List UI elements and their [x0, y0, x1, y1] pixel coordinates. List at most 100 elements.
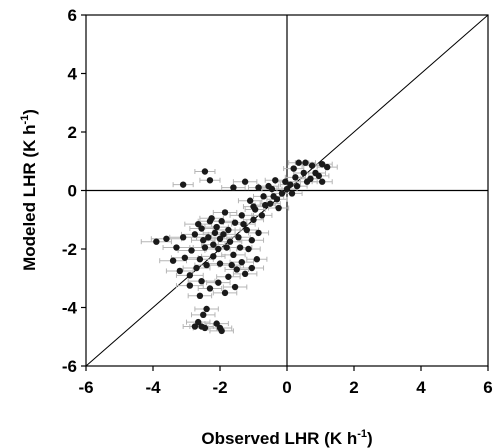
data-point: [231, 219, 239, 226]
data-point: [201, 168, 209, 175]
data-point: [191, 323, 199, 330]
data-point: [283, 185, 291, 193]
data-point: [293, 182, 301, 190]
data-point: [307, 175, 314, 182]
y-tick-label: -6: [62, 357, 77, 376]
data-point: [193, 264, 200, 272]
data-point: [278, 190, 286, 197]
data-point: [236, 244, 244, 251]
data-point: [241, 270, 249, 278]
data-point: [226, 238, 234, 245]
data-point: [221, 289, 229, 297]
data-point: [235, 234, 242, 241]
data-point: [270, 193, 277, 200]
data-point: [216, 235, 224, 242]
x-axis-title-close: ): [367, 429, 373, 448]
x-axis-ticks: -6 -4 -2 0 2 4 6: [78, 366, 493, 397]
data-point: [230, 251, 237, 259]
x-axis-title-superscript: -1: [357, 428, 367, 440]
data-point: [203, 305, 210, 313]
data-point: [258, 212, 266, 219]
data-point: [201, 324, 209, 332]
data-point: [173, 244, 180, 251]
data-point: [215, 279, 222, 286]
y-axis-title-text: Modeled LHR (K h: [20, 125, 39, 271]
data-point: [179, 234, 187, 241]
data-point: [255, 229, 262, 237]
data-point: [195, 318, 202, 326]
data-point: [200, 237, 207, 244]
data-point: [241, 178, 249, 185]
data-point: [216, 260, 224, 267]
data-point: [208, 215, 215, 222]
data-point: [210, 241, 217, 248]
data-point: [186, 272, 194, 279]
y-tick-label: 4: [68, 65, 78, 84]
data-point: [153, 238, 160, 245]
data-point: [260, 193, 267, 200]
x-axis-title-text: Observed LHR (K h: [201, 429, 357, 448]
data-point: [201, 244, 209, 251]
x-tick-label: -6: [78, 378, 93, 397]
data-point: [206, 177, 214, 184]
y-tick-label: 6: [68, 6, 77, 25]
data-point: [318, 160, 326, 168]
data-point: [245, 245, 252, 253]
data-point: [240, 220, 247, 228]
data-point: [169, 257, 177, 264]
data-point: [179, 181, 187, 188]
data-points: [153, 159, 331, 335]
data-point: [203, 261, 210, 269]
data-point: [211, 229, 219, 237]
data-point: [231, 283, 239, 291]
data-point: [288, 190, 296, 197]
data-point: [223, 244, 230, 251]
data-point: [198, 225, 205, 232]
data-point: [267, 200, 274, 207]
x-tick-label: 0: [282, 378, 291, 397]
data-point: [238, 212, 245, 219]
x-tick-label: 4: [416, 378, 426, 397]
data-point: [228, 261, 235, 269]
y-axis-ticks: -6 -4 -2 0 2 4 6: [62, 6, 86, 376]
data-point: [218, 327, 225, 335]
data-point: [248, 237, 256, 244]
data-point: [191, 231, 199, 238]
y-tick-label: 0: [68, 182, 77, 201]
data-point: [225, 273, 232, 280]
x-tick-label: 2: [349, 378, 358, 397]
data-point: [300, 169, 307, 177]
data-point: [176, 267, 183, 275]
data-point: [221, 209, 229, 216]
y-axis-title-close: ): [20, 109, 39, 115]
data-point: [308, 162, 316, 169]
data-point: [225, 226, 232, 234]
data-point: [218, 218, 225, 225]
data-point: [238, 258, 245, 266]
x-tick-label: -2: [212, 378, 227, 397]
data-point: [246, 197, 254, 204]
data-point: [213, 223, 220, 231]
data-point: [250, 203, 257, 210]
data-point: [195, 220, 202, 228]
data-point: [302, 159, 309, 166]
data-point: [318, 178, 326, 185]
y-axis-title-superscript: -1: [19, 115, 31, 125]
data-point: [233, 266, 240, 273]
data-point: [230, 184, 237, 191]
data-point: [262, 201, 269, 209]
data-point: [198, 277, 205, 285]
data-point: [315, 172, 323, 180]
data-point: [215, 245, 222, 253]
data-point: [272, 177, 279, 184]
data-point: [196, 256, 204, 263]
data-point: [213, 320, 220, 327]
data-point: [295, 159, 302, 166]
data-point: [292, 174, 299, 181]
data-point: [290, 165, 297, 172]
data-point: [206, 285, 214, 292]
data-point: [196, 292, 204, 299]
data-point: [248, 264, 256, 272]
x-tick-label: -4: [145, 378, 161, 397]
y-tick-label: -4: [62, 299, 78, 318]
